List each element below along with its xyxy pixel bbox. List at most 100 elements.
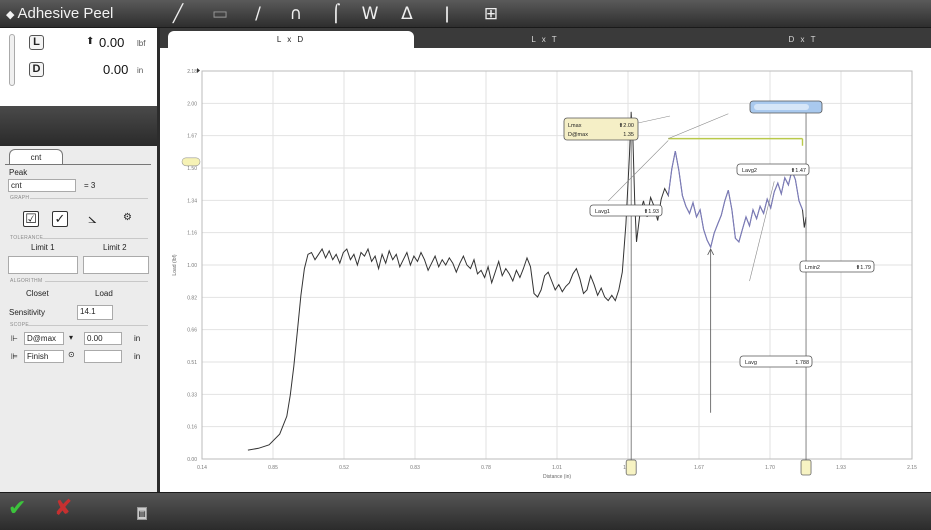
load-distance-chart[interactable]: 0.00 0.16 0.33 0.51 0.66 0.82 1.00 1.16 1.34 1.50… [160,48,931,492]
distance-readout-label[interactable]: D [29,62,44,77]
x-tick-label: 2.15 [907,465,917,471]
tab-dxt[interactable]: D x T [788,35,818,44]
y-tick-label: 0.00 [187,457,197,463]
clock-icon[interactable]: ⊙ [68,350,75,359]
y-tick-label: 1.50 [187,166,197,172]
count-value: = 3 [84,181,96,190]
limit2-input[interactable] [83,256,149,274]
lmin2-label: Lmin2 [805,265,820,271]
marker-tool-icon[interactable]: ǀ [444,4,450,24]
tab-lxd[interactable]: L x D [168,31,414,48]
separator [30,198,148,199]
graph-section-label: GRAPH [10,195,30,201]
lavg-annotation [739,355,813,368]
leader-line [668,113,729,139]
selected-region-line [667,150,804,249]
readout-slider[interactable] [9,34,15,86]
measurement-panel: L ⬆ 0.00 lbf D 0.00 in cnt Peak cnt = 3 … [0,28,160,492]
leader-line [749,181,775,282]
settings-gear-icon[interactable]: ⚙ [123,212,132,223]
graph-checkbox-1[interactable]: ☑ [23,211,39,227]
view-tabs: L x D L x T D x T [160,28,931,48]
sensitivity-input[interactable]: 14.1 [77,305,113,320]
distance-readout-unit: in [137,66,144,75]
x-tick-label: 0.78 [481,465,491,471]
tolerance-section-label: TOLERANCE [10,235,44,241]
export-icon[interactable]: ▤ [137,507,147,520]
reject-x-icon[interactable]: ✘ [54,496,73,521]
leader-line [637,115,671,124]
load-series-line [247,111,807,451]
delta-tool-icon[interactable]: Δ [401,4,413,24]
direction-up-icon: ⬆ [86,36,95,47]
app-title[interactable]: ◆ Adhesive Peel [6,5,113,22]
y-tick-label: 0.33 [187,392,197,398]
grid-tool-icon[interactable]: ⊞ [483,4,499,24]
peak-label: Peak [9,168,28,177]
scope-start-value[interactable]: 0.00 [84,332,122,345]
distance-readout-value: 0.00 [103,62,129,77]
panel-divider-band [0,106,157,146]
dmax-label: D@max [568,132,588,138]
step-tool-icon[interactable]: ⌠ [331,4,341,24]
dmax-value: 1.35 [623,132,634,138]
limit2-label: Limit 2 [103,243,127,252]
graph-checkbox-2[interactable]: ✓ [52,211,68,227]
accept-check-icon[interactable]: ✔ [8,496,27,521]
load-readout-value: 0.00 [99,35,125,50]
lavg1-annotation [589,204,663,217]
slope-tool-icon[interactable]: / [255,4,261,24]
scope-start-unit: in [134,334,141,343]
y-axis-label: Load (lbf) [172,254,178,275]
closest-option[interactable]: Closet [26,289,49,298]
scope-start-select[interactable]: D@max [24,332,64,345]
dropdown-arrow-icon[interactable]: ▾ [69,333,74,342]
lavg-value: 1.788 [795,360,809,366]
separator [40,238,148,239]
y-tick-label: 0.66 [187,328,197,334]
app-title-text: Adhesive Peel [17,5,114,22]
peak-tool-icon[interactable]: ∩ [289,4,303,24]
separator [45,281,148,282]
checkmark-icon: ☑ [25,212,37,227]
leader-line [608,140,669,202]
scope-end-select[interactable]: Finish [24,350,64,363]
lavg-label: Lavg [745,360,757,366]
scope-section-label: SCOPE [10,322,30,328]
range-annotation-field [754,104,809,110]
lmax-annotation [563,117,639,141]
count-select[interactable]: cnt [8,179,76,192]
tab-lxt[interactable]: L x T [531,35,559,44]
scope-end-value[interactable] [84,350,122,363]
title-bar: ◆ Adhesive Peel ╱ ▭ / ∩ ⌠ W Δ ǀ ⊞ [0,0,931,28]
x-tick-label: 1.01 [552,465,562,471]
separator [28,325,148,326]
y-tick-label: 0.82 [187,295,197,301]
x-tick-label: 0.52 [339,465,349,471]
lmax-value: ⬆2.00 [619,122,634,129]
pointer-tool-icon[interactable]: ╱ [172,4,184,24]
cursor-handle [800,459,812,476]
limit1-input[interactable] [8,256,78,274]
y-limit-marker [181,157,201,167]
cursor-handle [625,459,637,476]
y-tick-label: 1.34 [187,198,197,204]
load-readout-label[interactable]: L [29,35,44,50]
readouts: L ⬆ 0.00 lbf D 0.00 in [0,28,157,106]
dropdown-arrow-icon: ◆ [6,9,15,21]
work-tool-icon[interactable]: W [361,4,379,24]
checkmark-icon: ✓ [54,212,66,227]
tab-cnt[interactable]: cnt [9,149,63,165]
load-option[interactable]: Load [95,289,113,298]
lmin2-annotation [799,260,875,273]
scope-end-unit: in [134,352,141,361]
scope-end-icon: ⊫ [11,352,18,361]
lmax-label: Lmax [568,123,582,129]
lmin2-value: ⬆1.79 [856,264,871,271]
x-tick-label: 1.70 [765,465,775,471]
y-tick-label: 2.00 [187,101,197,107]
graph-slope-icon[interactable]: ⦣ [88,209,97,227]
avg-pointer-arrow [707,248,715,256]
range-tool-icon[interactable]: ▭ [211,4,229,24]
algorithm-section-label: ALGORITHM [10,278,43,284]
